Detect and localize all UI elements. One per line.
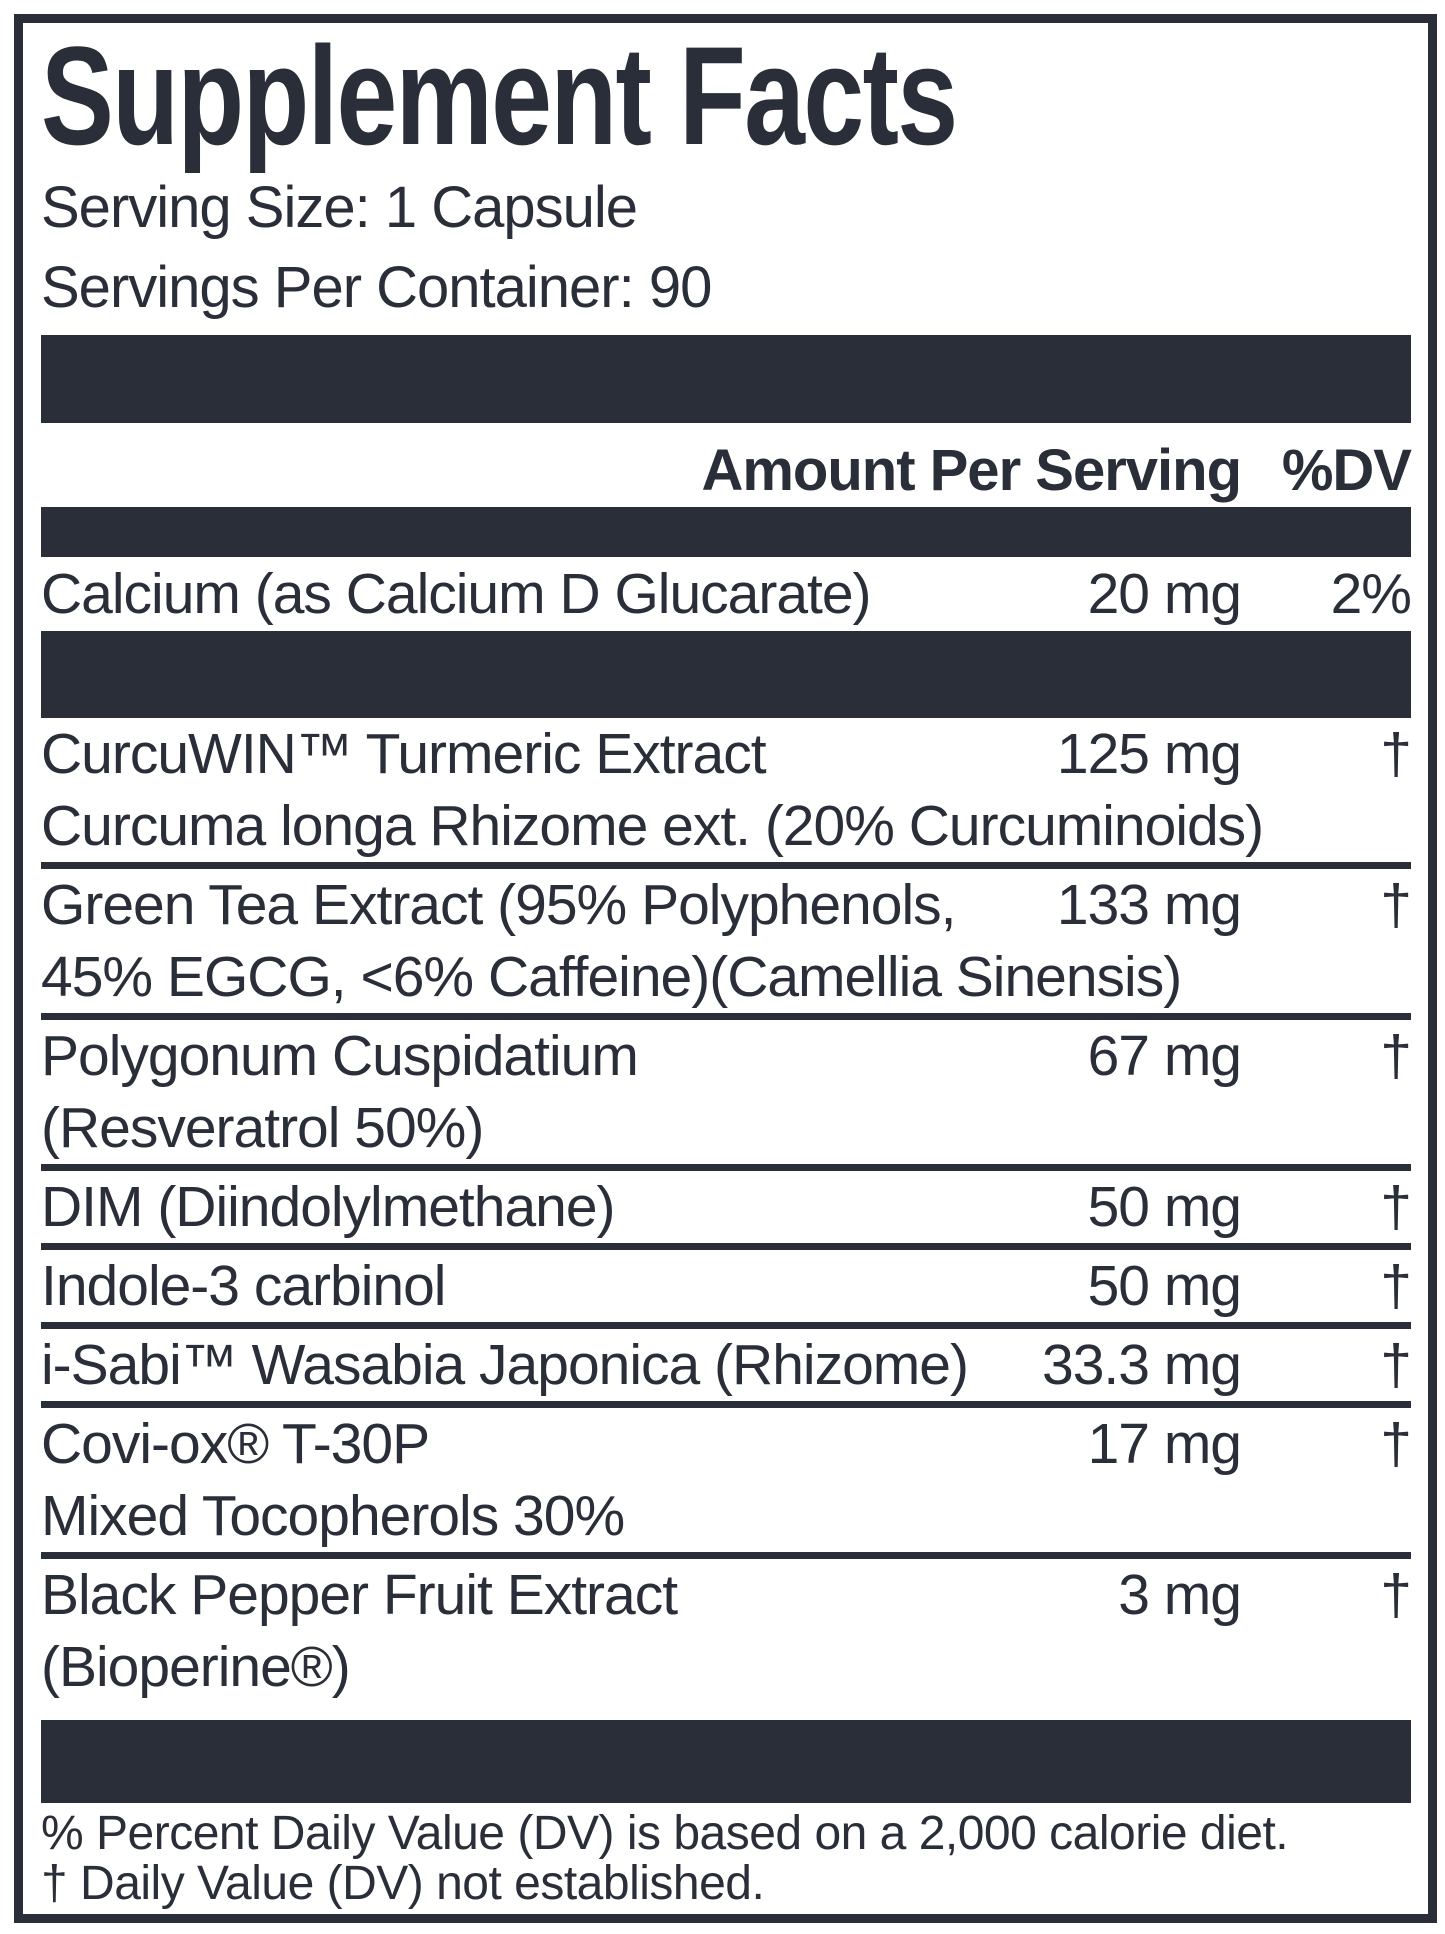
ingredient-name: Calcium (as Calcium D Glucarate) <box>41 562 872 626</box>
ingredient-amount: 67 mg <box>1087 1024 1242 1088</box>
column-header-amount-per-serving: Amount Per Serving <box>701 438 1242 503</box>
serving-size-line: Serving Size: 1 Capsule <box>41 175 638 240</box>
ingredient-name: CurcuWIN™ Turmeric Extract <box>41 722 767 786</box>
ingredient-subline: 45% EGCG, <6% Caffeine)(Camellia Sinensi… <box>41 945 1182 1009</box>
ingredient-row-black-pepper: Black Pepper Fruit Extract 3 mg † <box>41 1559 1412 1631</box>
ingredient-dv: † <box>1380 1024 1412 1088</box>
footnote-daily-value: % Percent Daily Value (DV) is based on a… <box>41 1807 1289 1860</box>
ingredient-amount: 50 mg <box>1087 1175 1242 1239</box>
ingredient-dv: † <box>1380 1254 1412 1318</box>
ingredient-row-green-tea: Green Tea Extract (95% Polyphenols, 133 … <box>41 869 1412 941</box>
ingredient-dv: 2% <box>1330 562 1412 626</box>
ingredient-name: i-Sabi™ Wasabia Japonica (Rhizome) <box>41 1333 969 1397</box>
thick-bar-mid <box>41 631 1411 718</box>
supplement-facts-panel: Supplement Facts Serving Size: 1 Capsule… <box>14 14 1437 1923</box>
ingredient-name: Covi-ox® T-30P <box>41 1412 430 1476</box>
panel-title: Supplement Facts <box>41 17 958 174</box>
row-divider <box>41 1243 1411 1250</box>
ingredient-row-isabi: i-Sabi™ Wasabia Japonica (Rhizome) 33.3 … <box>41 1329 1412 1401</box>
thick-bar-bottom <box>41 1720 1411 1803</box>
footnote-dagger: † Daily Value (DV) not established. <box>41 1857 765 1910</box>
ingredient-amount: 20 mg <box>1087 562 1242 626</box>
ingredient-amount: 133 mg <box>1056 873 1242 937</box>
ingredient-subline: (Resveratrol 50%) <box>41 1096 484 1160</box>
ingredient-subline: Curcuma longa Rhizome ext. (20% Curcumin… <box>41 794 1264 858</box>
thick-bar-top <box>41 335 1411 423</box>
ingredient-row-coviox: Covi-ox® T-30P 17 mg † <box>41 1408 1412 1480</box>
column-header-row: Amount Per Serving %DV <box>41 423 1412 507</box>
ingredient-amount: 17 mg <box>1087 1412 1242 1476</box>
ingredient-entry-curcuwin: CurcuWIN™ Turmeric Extract 125 mg † Curc… <box>41 718 1412 862</box>
ingredient-amount: 33.3 mg <box>1042 1333 1242 1397</box>
ingredient-amount: 3 mg <box>1118 1563 1242 1627</box>
ingredient-amount: 50 mg <box>1087 1254 1242 1318</box>
footnotes: % Percent Daily Value (DV) is based on a… <box>41 1803 1411 1909</box>
ingredient-row-polygonum: Polygonum Cuspidatium 67 mg † <box>41 1020 1412 1092</box>
row-divider <box>41 1401 1411 1408</box>
ingredient-dv: † <box>1380 1333 1412 1397</box>
ingredient-subline: Mixed Tocopherols 30% <box>41 1484 625 1548</box>
ingredient-entry-coviox: Covi-ox® T-30P 17 mg † Mixed Tocopherols… <box>41 1408 1412 1552</box>
ingredient-entry-black-pepper: Black Pepper Fruit Extract 3 mg † (Biope… <box>41 1559 1412 1703</box>
thick-bar-below-header <box>41 507 1411 557</box>
ingredient-entry-polygonum: Polygonum Cuspidatium 67 mg † (Resveratr… <box>41 1020 1412 1164</box>
ingredient-amount: 125 mg <box>1056 722 1242 786</box>
row-divider <box>41 862 1411 869</box>
ingredient-row-dim: DIM (Diindolylmethane) 50 mg † <box>41 1171 1412 1243</box>
row-divider <box>41 1013 1411 1020</box>
row-divider <box>41 1322 1411 1329</box>
column-header-dv: %DV <box>1281 438 1412 503</box>
ingredient-name: Polygonum Cuspidatium <box>41 1024 639 1088</box>
servings-per-container-line: Servings Per Container: 90 <box>41 255 712 320</box>
ingredient-entry-green-tea: Green Tea Extract (95% Polyphenols, 133 … <box>41 869 1412 1013</box>
ingredient-row-calcium: Calcium (as Calcium D Glucarate) 20 mg 2… <box>41 557 1412 631</box>
ingredient-name: Black Pepper Fruit Extract <box>41 1563 678 1627</box>
ingredient-name: Indole-3 carbinol <box>41 1254 446 1318</box>
ingredient-row-indole: Indole-3 carbinol 50 mg † <box>41 1250 1412 1322</box>
ingredient-name: Green Tea Extract (95% Polyphenols, <box>41 873 956 937</box>
ingredient-dv: † <box>1380 1175 1412 1239</box>
row-divider <box>41 1552 1411 1559</box>
row-divider <box>41 1164 1411 1171</box>
ingredient-dv: † <box>1380 1412 1412 1476</box>
ingredient-row-curcuwin: CurcuWIN™ Turmeric Extract 125 mg † <box>41 718 1412 790</box>
ingredient-dv: † <box>1380 722 1412 786</box>
ingredient-dv: † <box>1380 1563 1412 1627</box>
ingredient-dv: † <box>1380 873 1412 937</box>
ingredient-subline: (Bioperine®) <box>41 1635 351 1699</box>
ingredient-name: DIM (Diindolylmethane) <box>41 1175 616 1239</box>
